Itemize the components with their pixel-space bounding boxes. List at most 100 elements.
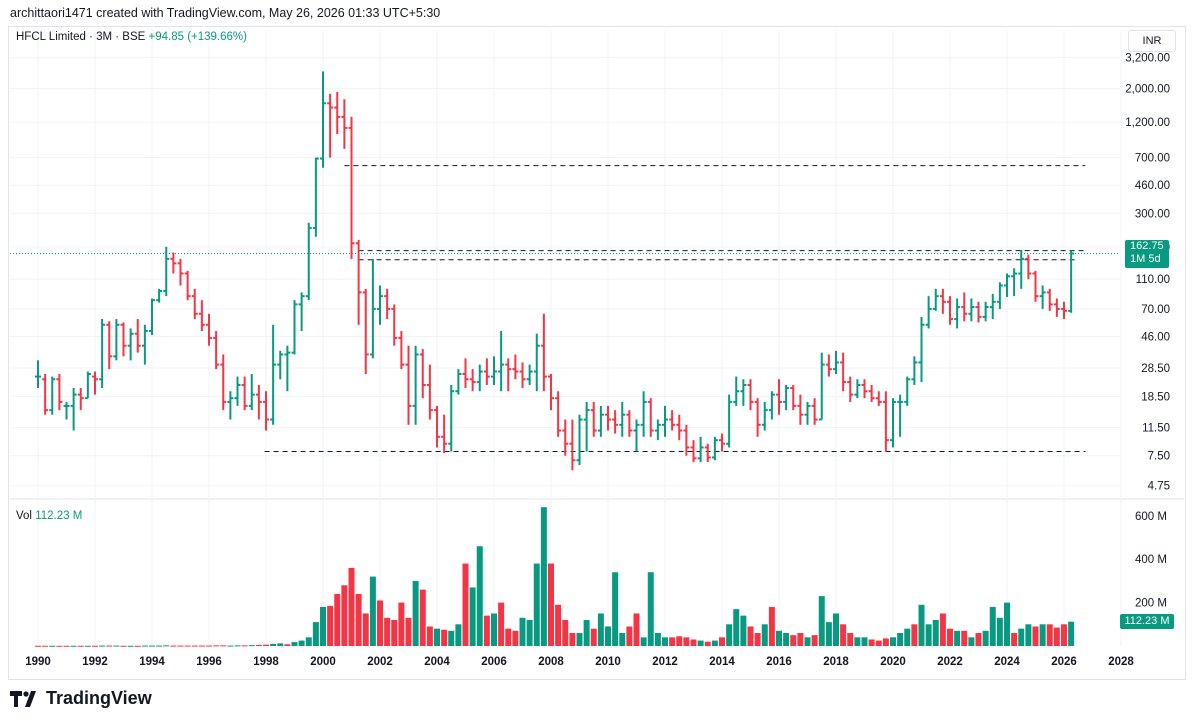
volume-bar [369,576,376,646]
ohlc-bar [341,99,348,149]
volume-bar [156,645,163,647]
ohlc-bar [818,352,825,421]
volume-bar [483,615,490,646]
volume-bar [854,637,861,646]
ohlc-bar [676,414,683,441]
ohlc-bar [170,252,177,274]
volume-bar [341,585,348,646]
volume-bar [683,637,690,646]
volume-bar [790,635,797,646]
volume-bar [897,632,904,646]
volume-bar [191,645,198,647]
ohlc-bar [120,322,127,357]
ohlc-bar [462,358,469,389]
volume-bar [1068,621,1075,646]
volume-bar [35,645,41,647]
volume-bar [939,613,946,646]
tradingview-logo[interactable]: TradingView [10,688,152,709]
volume-bar [640,637,647,646]
ohlc-bar [213,331,220,370]
price-tick-label: 2,000.00 [1125,84,1170,96]
volume-bar [747,626,754,646]
volume-bar [590,628,597,646]
volume-bar [405,617,412,646]
currency-button[interactable]: INR [1128,30,1176,52]
ohlc-bar [391,304,398,346]
ohlc-bar [277,350,284,380]
volume-bar [84,645,91,647]
volume-bar [768,606,775,646]
ohlc-bar [476,364,483,392]
ohlc-bar [890,398,896,448]
volume-tick-label: 600 M [1135,511,1167,523]
ohlc-bar [255,384,262,420]
ohlc-bar [711,436,718,461]
volume-bar [398,602,405,646]
time-tick-label: 1990 [25,656,51,668]
time-tick-label: 1998 [253,656,279,668]
price-tick-label: 28.50 [1141,363,1170,375]
ohlc-bar [1039,285,1046,309]
last-price-value: 162.75 [1130,240,1164,252]
ohlc-bar [284,345,291,392]
volume-bar [70,645,77,647]
time-tick-label: 2004 [424,656,450,668]
volume-bar [540,507,547,646]
ohlc-bar [825,354,832,377]
ohlc-bar [569,419,576,471]
volume-bar [113,645,120,647]
ohlc-bar [42,373,49,415]
volume-bar [42,645,49,647]
symbol-title[interactable]: HFCL Limited · 3M · BSE [16,31,146,43]
volume-bar [555,604,562,646]
ohlc-bar [954,298,961,329]
ohlc-bar [540,313,547,392]
tradingview-logo-text: TradingView [46,688,152,708]
ohlc-bar [597,405,604,437]
ohlc-bar [868,384,875,402]
ohlc-bar [56,373,63,411]
ohlc-bar [811,398,818,425]
volume-bar [434,628,440,646]
ohlc-bar [562,419,569,456]
ohlc-bar [847,376,854,402]
volume-bar [184,645,191,647]
ohlc-bar [939,288,946,314]
ohlc-bar [1018,249,1025,289]
ohlc-bar [790,384,797,411]
ohlc-bar [861,379,868,399]
created-by-text: archittaori1471 created with TradingView… [10,6,441,20]
volume-bar [298,640,305,646]
volume-bar [213,645,220,647]
volume-bar [1025,624,1032,646]
time-tick-label: 2012 [652,656,678,668]
ohlc-bar [533,333,540,392]
volume-bar [63,645,70,647]
volume-bar [170,645,177,647]
volume-bar [455,624,462,646]
ohlc-bar [412,345,419,425]
time-tick-label: 2028 [1108,656,1134,668]
volume-bar [911,624,918,646]
volume-bar [305,637,312,646]
time-tick-label: 2024 [994,656,1020,668]
ohlc-bar [483,358,490,385]
ohlc-bar [576,414,583,466]
ohlc-bar [690,440,697,463]
volume-bar [355,593,362,646]
price-tick-label: 300.00 [1135,208,1170,220]
volume-bar [277,643,284,646]
volume-bar [783,632,790,646]
ohlc-bar [298,292,305,332]
volume-bar [377,600,383,646]
volume-bar [654,632,661,646]
volume-bar [619,632,626,646]
volume-bar [861,637,868,646]
ohlc-bar [947,296,953,325]
volume-bar [312,622,319,646]
volume-bar [426,626,433,646]
volume-bar [498,602,505,646]
volume-bar [882,638,889,646]
volume-legend-label[interactable]: Vol [16,510,32,522]
